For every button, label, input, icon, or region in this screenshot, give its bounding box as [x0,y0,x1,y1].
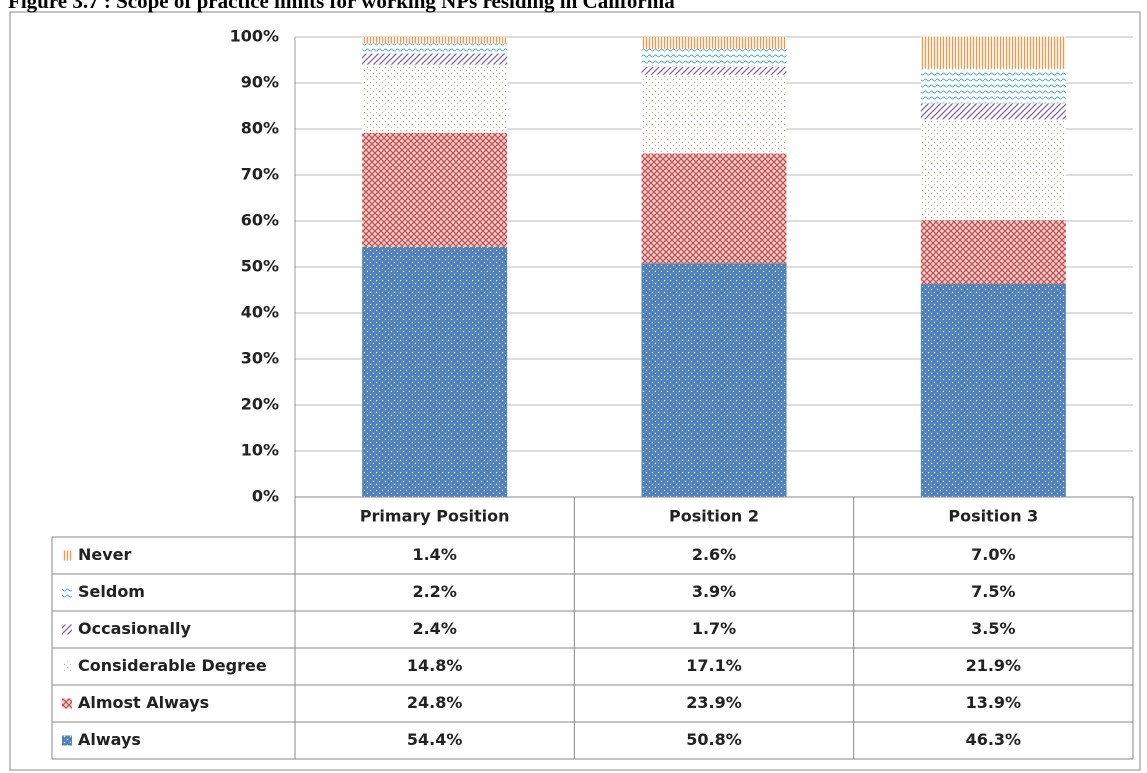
y-tick-label: 70% [241,165,279,184]
bar-segment [920,36,1066,69]
bar-segment [920,119,1066,221]
y-tick-label: 30% [241,349,279,368]
bar-segment [920,68,1066,104]
bar-segment [641,37,787,49]
data-label: 7.0% [971,545,1015,564]
data-label: 46.3% [966,730,1022,749]
bar-segment [362,43,508,54]
data-label: 2.2% [412,582,456,601]
data-label: 2.6% [692,545,736,564]
data-label: 2.4% [412,619,456,638]
y-tick-label: 40% [241,303,279,322]
bar-segment [362,64,508,133]
legend-label: Almost Always [78,693,209,712]
chart-title: Figure 3.7 : Scope of practice limits fo… [8,0,675,13]
data-label: 24.8% [407,693,463,712]
legend-label: Always [78,730,141,749]
y-tick-label: 50% [241,257,279,276]
bar-segment [362,53,508,65]
data-label: 17.1% [686,656,742,675]
bar-segment [920,103,1066,120]
data-label: 3.9% [692,582,736,601]
legend-label: Seldom [78,582,145,601]
data-label: 23.9% [686,693,742,712]
legend-swatch [62,550,72,561]
y-tick-label: 0% [252,487,279,506]
legend-label: Considerable Degree [78,656,267,675]
bar-segment [641,74,787,154]
data-label: 14.8% [407,656,463,675]
bar-segment [362,37,508,44]
bar-segment [920,284,1066,497]
legend-swatch [62,587,72,598]
bar-segment [641,48,787,67]
y-tick-label: 100% [230,27,279,46]
legend-swatch [62,735,72,746]
bar-segment [641,153,787,264]
bar-segment [920,220,1066,285]
data-label: 13.9% [966,693,1022,712]
bar-segment [641,263,787,497]
data-label: 1.7% [692,619,736,638]
legend-swatch [62,698,72,709]
y-tick-label: 20% [241,395,279,414]
y-tick-label: 60% [241,211,279,230]
data-label: 3.5% [971,619,1015,638]
legend-label: Occasionally [78,619,192,638]
x-tick-label: Position 3 [948,507,1038,526]
data-label: 50.8% [686,730,742,749]
legend-swatch [62,661,72,672]
y-tick-label: 80% [241,119,279,138]
data-label: 7.5% [971,582,1015,601]
legend-swatch [62,624,72,635]
data-label: 21.9% [966,656,1022,675]
data-label: 1.4% [412,545,456,564]
x-tick-label: Position 2 [669,507,759,526]
y-tick-label: 90% [241,73,279,92]
bar-segment [641,66,787,75]
bar-segment [362,246,508,497]
data-label: 54.4% [407,730,463,749]
legend-label: Never [78,545,132,564]
y-tick-label: 10% [241,441,279,460]
x-tick-label: Primary Position [360,507,510,526]
bar-segment [362,132,508,247]
